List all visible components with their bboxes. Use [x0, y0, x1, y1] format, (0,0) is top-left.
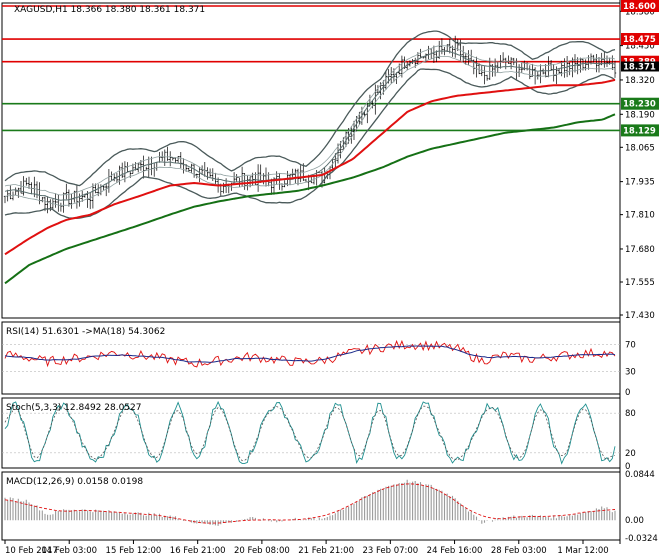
stoch-tick-label: 80 — [625, 409, 636, 419]
macd-label: MACD(12,26,9) 0.0158 0.0198 — [6, 477, 143, 487]
rsi-line — [4, 339, 616, 368]
price-tick-label: 17.430 — [625, 311, 655, 321]
current-price-tag — [621, 61, 659, 72]
time-tick-label: 1 Mar 12:00 — [557, 546, 608, 556]
price-tick-label: 18.065 — [625, 143, 655, 153]
price-tick-label: 18.450 — [625, 42, 655, 52]
time-tick-label: 16 Feb 21:00 — [170, 546, 226, 556]
level-tag-label: 18.475 — [623, 35, 656, 45]
chart-labels: XAGUSD,H1 18.366 18.380 18.361 18.371 RS… — [6, 5, 205, 487]
level-tag-label: 18.129 — [623, 126, 656, 136]
band-upper — [4, 30, 616, 187]
envelope-upper — [4, 45, 616, 196]
stoch-tick-label: 0 — [625, 462, 630, 472]
price-tick-label: 18.580 — [625, 7, 655, 17]
stoch-tick-label: 20 — [625, 449, 636, 459]
time-tick-label: 28 Feb 03:00 — [491, 546, 547, 556]
level-tag — [621, 33, 659, 46]
time-tick-label: 10 Feb 2017 — [5, 546, 58, 556]
macd-signal-line — [4, 483, 616, 524]
rsi-label: RSI(14) 51.6301 ->MA(18) 54.3062 — [6, 327, 165, 337]
macd-tick-label: 0.0844 — [625, 470, 655, 480]
stoch-k-line — [4, 400, 616, 465]
panel-frames — [1, 0, 621, 544]
price-tick-label: 18.190 — [625, 110, 655, 120]
time-tick-label: 21 Feb 21:00 — [298, 546, 354, 556]
level-tag-label: 18.230 — [623, 100, 656, 110]
macd-tick-label: 0.00 — [625, 516, 644, 526]
macd-tick-label: -0.0324 — [625, 534, 658, 544]
level-tag — [621, 124, 659, 137]
time-tick-label: 24 Feb 16:00 — [427, 546, 483, 556]
price-tick-label: 17.555 — [625, 278, 655, 288]
level-tag — [621, 0, 659, 12]
rsi-tick-label: 70 — [625, 340, 636, 350]
envelope-lower — [4, 55, 616, 206]
time-tick-label: 15 Feb 12:00 — [106, 546, 162, 556]
stoch-label: Stoch(5,3,3) 12.8492 28.0527 — [6, 403, 141, 413]
price-tick-label: 18.320 — [625, 76, 655, 86]
price-tick-label: 17.680 — [625, 245, 655, 255]
rsi-ma-line — [4, 345, 616, 363]
time-tick-label: 14 Feb 03:00 — [41, 546, 97, 556]
time-tick-label: 20 Feb 08:00 — [234, 546, 290, 556]
level-tag-label: 18.600 — [623, 2, 656, 12]
price-tick-label: 17.810 — [625, 211, 655, 221]
ma-red-line — [4, 78, 616, 256]
current-price-label: 18.371 — [623, 62, 656, 72]
ma-green-line — [4, 113, 616, 285]
rsi-tick-label: 0 — [625, 388, 630, 398]
chart-title: XAGUSD,H1 18.366 18.380 18.361 18.371 — [14, 5, 205, 15]
rsi-tick-label: 30 — [625, 368, 636, 378]
time-tick-label: 23 Feb 07:00 — [362, 546, 418, 556]
level-tag — [621, 97, 659, 110]
macd-histogram — [4, 479, 616, 526]
price-tick-label: 17.935 — [625, 178, 655, 188]
